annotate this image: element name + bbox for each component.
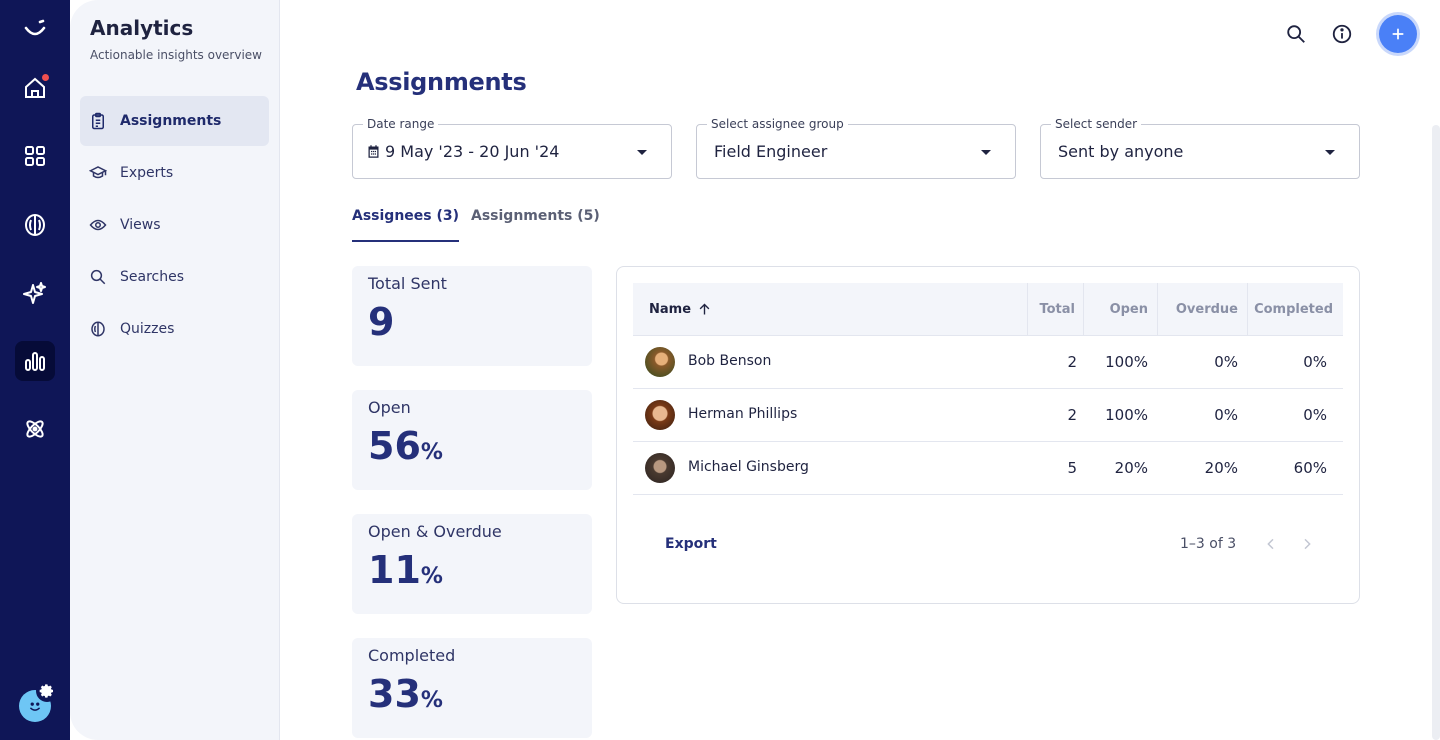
next-page-button[interactable] [1297, 533, 1317, 555]
sender-label: Select sender [1051, 117, 1142, 131]
nav-label: Experts [120, 165, 174, 181]
export-button[interactable]: Export [665, 536, 717, 552]
chevron-right-icon [1304, 538, 1311, 550]
sender-select[interactable]: Select sender Sent by anyone [1040, 117, 1360, 179]
brain-icon[interactable] [15, 205, 55, 245]
nav-item-assignments[interactable]: Assignments [80, 96, 269, 146]
apps-grid-icon[interactable] [15, 136, 55, 176]
stat-label: Open [368, 398, 411, 417]
notification-dot [42, 74, 49, 81]
gear-icon[interactable] [36, 680, 58, 702]
stat-label: Total Sent [368, 274, 447, 293]
icon-rail [0, 0, 70, 740]
stat-card-open-overdue: Open & Overdue 11% [352, 514, 592, 614]
cell-overdue: 20% [1204, 459, 1238, 477]
add-button[interactable] [1379, 15, 1417, 53]
assignee-group-label: Select assignee group [707, 117, 848, 131]
cell-total: 5 [1067, 459, 1077, 477]
panel-subtitle: Actionable insights overview [90, 48, 262, 62]
sender-value: Sent by anyone [1058, 142, 1184, 161]
graduation-cap-icon [86, 161, 110, 185]
atom-icon[interactable] [15, 409, 55, 449]
column-header-open[interactable]: Open [1109, 302, 1148, 317]
stat-value: 56% [368, 424, 443, 468]
scrollbar[interactable] [1432, 125, 1440, 740]
cell-open: 100% [1105, 406, 1148, 424]
chevron-down-icon [1325, 150, 1335, 155]
assignee-group-value: Field Engineer [714, 142, 828, 161]
cell-open: 20% [1114, 459, 1148, 477]
cell-name: Bob Benson [688, 353, 772, 369]
info-button[interactable] [1326, 18, 1358, 50]
avatar [645, 347, 675, 377]
info-icon [1332, 24, 1352, 44]
home-icon[interactable] [15, 68, 55, 108]
sparkles-icon[interactable] [15, 273, 55, 313]
date-range-label: Date range [363, 117, 439, 131]
search-icon [86, 265, 110, 289]
cell-total: 2 [1067, 353, 1077, 371]
tab-assignees[interactable]: Assignees (3) [352, 208, 460, 242]
nav-item-experts[interactable]: Experts [80, 148, 269, 198]
analytics-chart-icon[interactable] [15, 341, 55, 381]
assignee-group-select[interactable]: Select assignee group Field Engineer [696, 117, 1016, 179]
stat-value: 33% [368, 672, 443, 716]
cell-completed: 0% [1303, 406, 1327, 424]
nav-label: Quizzes [120, 321, 175, 337]
date-range-value: 9 May '23 - 20 Jun '24 [385, 142, 560, 161]
cell-completed: 60% [1293, 459, 1327, 477]
plus-icon [1392, 28, 1404, 40]
cell-name: Herman Phillips [688, 406, 798, 422]
cell-overdue: 0% [1214, 406, 1238, 424]
column-header-total[interactable]: Total [1039, 302, 1075, 317]
table-row[interactable]: Herman Phillips 2 100% 0% 0% [633, 389, 1343, 442]
nav-label: Assignments [120, 113, 222, 129]
stat-card-total-sent: Total Sent 9 [352, 266, 592, 366]
assignees-table-card: Name Total Open Overdue Completed Bob Be… [616, 266, 1360, 604]
chevron-down-icon [637, 150, 647, 155]
sort-arrow-up-icon [699, 303, 710, 315]
stat-card-completed: Completed 33% [352, 638, 592, 738]
nav-item-quizzes[interactable]: Quizzes [80, 304, 269, 354]
cell-total: 2 [1067, 406, 1077, 424]
tab-assignments[interactable]: Assignments (5) [471, 208, 600, 224]
avatar [645, 400, 675, 430]
column-header-overdue[interactable]: Overdue [1175, 302, 1238, 317]
stat-card-open: Open 56% [352, 390, 592, 490]
analytics-nav-panel: Analytics Actionable insights overview A… [70, 0, 280, 740]
eye-icon [86, 213, 110, 237]
panel-title: Analytics [90, 16, 194, 40]
cell-completed: 0% [1303, 353, 1327, 371]
date-range-select[interactable]: Date range 9 May '23 - 20 Jun '24 [352, 117, 672, 179]
chevron-down-icon [981, 150, 991, 155]
chevron-left-icon [1267, 538, 1274, 550]
cell-overdue: 0% [1214, 353, 1238, 371]
column-header-name[interactable]: Name [649, 283, 712, 336]
quiz-brain-icon [86, 317, 110, 341]
search-icon [1287, 25, 1305, 43]
cell-name: Michael Ginsberg [688, 459, 809, 475]
logo-icon[interactable] [15, 10, 55, 50]
nav-item-views[interactable]: Views [80, 200, 269, 250]
pagination-text: 1–3 of 3 [1180, 536, 1237, 552]
stat-label: Open & Overdue [368, 522, 502, 541]
clipboard-icon [86, 109, 110, 133]
nav-label: Searches [120, 269, 185, 285]
nav-label: Views [120, 217, 161, 233]
page-title: Assignments [356, 68, 527, 96]
calendar-icon [368, 145, 379, 158]
previous-page-button[interactable] [1261, 533, 1281, 555]
table-header: Name Total Open Overdue Completed [633, 283, 1343, 336]
nav-item-searches[interactable]: Searches [80, 252, 269, 302]
stat-value: 11% [368, 548, 443, 592]
table-row[interactable]: Bob Benson 2 100% 0% 0% [633, 336, 1343, 389]
stat-value: 9 [368, 300, 395, 344]
stat-label: Completed [368, 646, 456, 665]
column-header-completed[interactable]: Completed [1254, 302, 1333, 317]
avatar [645, 453, 675, 483]
table-row[interactable]: Michael Ginsberg 5 20% 20% 60% [633, 442, 1343, 495]
global-search-button[interactable] [1280, 18, 1312, 50]
cell-open: 100% [1105, 353, 1148, 371]
